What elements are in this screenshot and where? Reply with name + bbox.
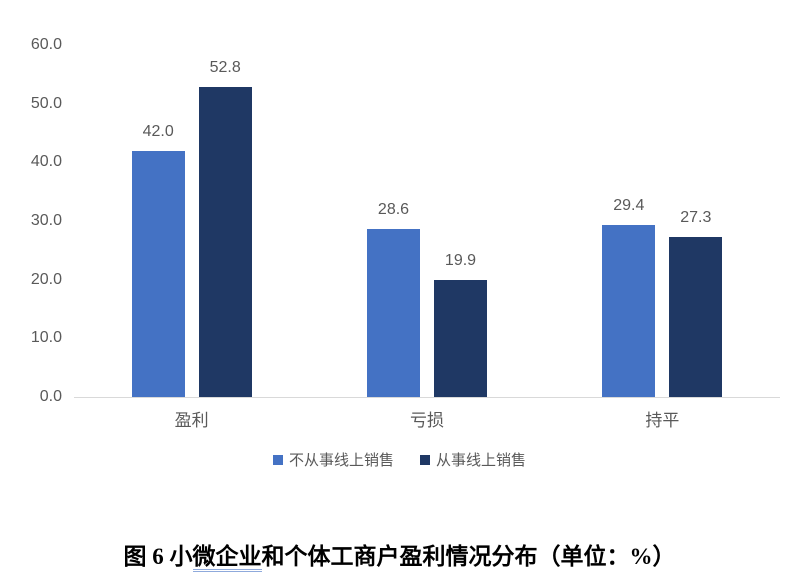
caption-suffix: 和个体工商户盈利情况分布（单位：%） (261, 544, 676, 569)
category-label: 盈利 (174, 411, 209, 430)
y-axis-tick-label: 20.0 (30, 270, 62, 288)
bar (669, 236, 723, 397)
data-label: 42.0 (142, 122, 174, 140)
plot-area: 42.0 52.8 28.6 19.9 29.4 27.3 (74, 0, 780, 397)
y-axis-tick-label: 30.0 (30, 212, 62, 229)
bar-chart: 60.0 50.0 40.0 30.0 20.0 10.0 0.0 42.0 52.8 28.6… (0, 0, 799, 470)
category-label: 持平 (645, 411, 680, 430)
legend-label-online-sales: 从事线上销售 (436, 452, 527, 469)
caption-underlined: 微企业 (192, 544, 262, 572)
y-axis-tick-label: 40.0 (30, 153, 62, 171)
x-axis-line (74, 397, 780, 398)
data-label: 27.3 (680, 208, 712, 226)
data-label: 28.6 (377, 201, 410, 219)
legend-item-online-sales: 从事线上销售 (420, 449, 526, 470)
legend-item-offline-sales: 不从事线上销售 (272, 449, 394, 470)
legend-label-offline-sales: 不从事线上销售 (288, 452, 394, 469)
y-axis-tick-label: 60.0 (30, 36, 62, 53)
bar (602, 224, 656, 397)
data-label: 19.9 (444, 252, 477, 270)
caption-prefix: 图 6 小 (123, 544, 193, 569)
category-label: 亏损 (410, 411, 444, 430)
data-label: 52.8 (209, 59, 241, 77)
legend: 不从事线上销售 从事线上销售 (0, 449, 799, 470)
bar (198, 87, 252, 397)
legend-swatch-online-sales-icon (420, 454, 430, 465)
y-axis-tick-label: 0.0 (39, 388, 62, 405)
y-axis-tick-label: 50.0 (30, 94, 62, 112)
legend-swatch-offline-sales-icon (272, 454, 283, 465)
bar (131, 150, 185, 397)
x-axis-labels: 盈利 亏损 持平 (74, 406, 780, 430)
bar (367, 229, 420, 397)
data-label: 29.4 (613, 196, 645, 214)
y-axis-tick-label: 10.0 (30, 329, 62, 347)
bar (434, 280, 487, 397)
y-axis: 60.0 50.0 40.0 30.0 20.0 10.0 0.0 (0, 0, 62, 420)
figure-caption: 图 6 小微企业和个体工商户盈利情况分布（单位：%） (0, 537, 799, 572)
